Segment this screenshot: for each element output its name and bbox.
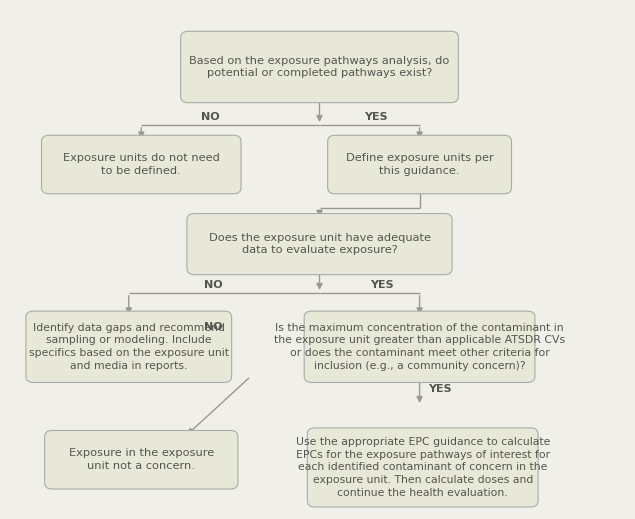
- Text: Exposure units do not need
to be defined.: Exposure units do not need to be defined…: [63, 153, 220, 176]
- Text: NO: NO: [204, 322, 222, 332]
- Text: Does the exposure unit have adequate
data to evaluate exposure?: Does the exposure unit have adequate dat…: [208, 233, 431, 255]
- Text: Use the appropriate EPC guidance to calculate
EPCs for the exposure pathways of : Use the appropriate EPC guidance to calc…: [295, 437, 550, 498]
- FancyBboxPatch shape: [328, 135, 512, 194]
- FancyBboxPatch shape: [187, 213, 452, 275]
- FancyBboxPatch shape: [41, 135, 241, 194]
- Text: Is the maximum concentration of the contaminant in
the exposure unit greater tha: Is the maximum concentration of the cont…: [274, 323, 565, 371]
- FancyBboxPatch shape: [304, 311, 535, 383]
- Text: NO: NO: [201, 112, 219, 122]
- Text: YES: YES: [364, 112, 387, 122]
- Text: Exposure in the exposure
unit not a concern.: Exposure in the exposure unit not a conc…: [69, 448, 214, 471]
- FancyBboxPatch shape: [26, 311, 232, 383]
- Text: YES: YES: [370, 280, 394, 290]
- Text: NO: NO: [204, 280, 222, 290]
- Text: YES: YES: [428, 384, 451, 394]
- FancyBboxPatch shape: [307, 428, 538, 507]
- Text: Identify data gaps and recommend
sampling or modeling. Include
specifics based o: Identify data gaps and recommend samplin…: [29, 323, 229, 371]
- Text: Based on the exposure pathways analysis, do
potential or completed pathways exis: Based on the exposure pathways analysis,…: [189, 56, 450, 78]
- Text: Define exposure units per
this guidance.: Define exposure units per this guidance.: [345, 153, 493, 176]
- FancyBboxPatch shape: [181, 31, 458, 103]
- FancyBboxPatch shape: [44, 430, 238, 489]
